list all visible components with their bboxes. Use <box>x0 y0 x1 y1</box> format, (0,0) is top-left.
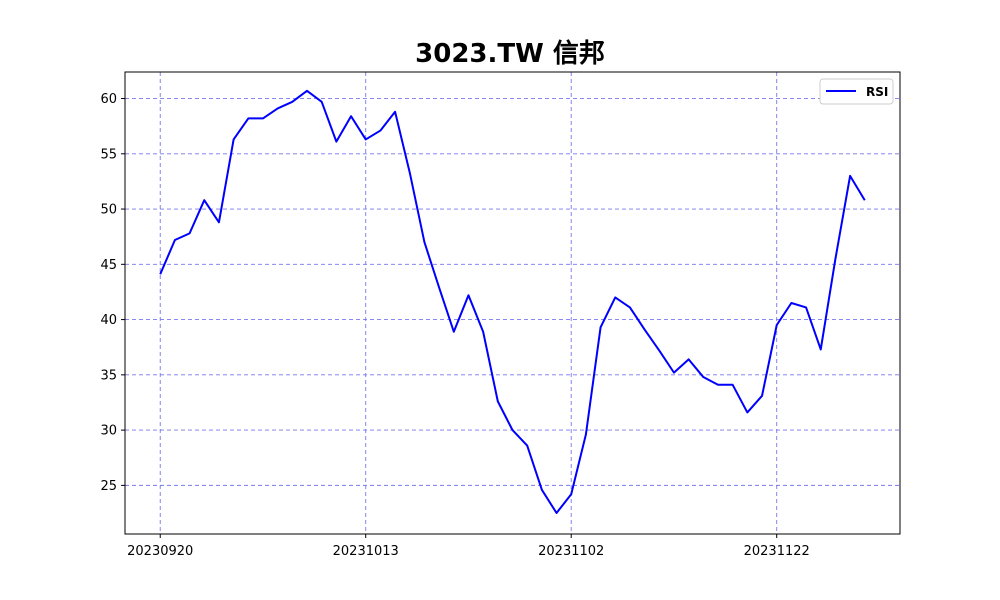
y-tick-label: 35 <box>100 368 117 383</box>
x-tick-label: 20231122 <box>744 544 810 559</box>
x-tick-label: 20230920 <box>127 544 193 559</box>
legend: RSI <box>819 78 894 105</box>
y-tick-label: 30 <box>100 424 117 439</box>
grid-lines <box>125 72 900 534</box>
legend-box <box>819 78 894 105</box>
x-tick-label: 20231013 <box>333 544 399 559</box>
y-tick-label: 40 <box>100 313 117 328</box>
y-tick-label: 60 <box>100 92 117 107</box>
y-tick-label: 45 <box>100 258 117 273</box>
x-tick-label: 20231102 <box>538 544 604 559</box>
series-lines <box>159 89 866 514</box>
plot-frame <box>124 71 901 535</box>
x-axis: 20230920 20231013 20231102 20231122 <box>127 534 810 559</box>
y-tick-label: 55 <box>100 147 117 162</box>
y-tick-label: 50 <box>100 203 117 218</box>
y-axis: 25 30 35 40 45 50 55 60 <box>100 92 125 494</box>
series-line-rsi <box>159 89 866 514</box>
legend-label-rsi: RSI <box>866 85 888 99</box>
y-tick-label: 25 <box>100 479 117 494</box>
chart-title: 3023.TW 信邦 <box>415 39 605 69</box>
